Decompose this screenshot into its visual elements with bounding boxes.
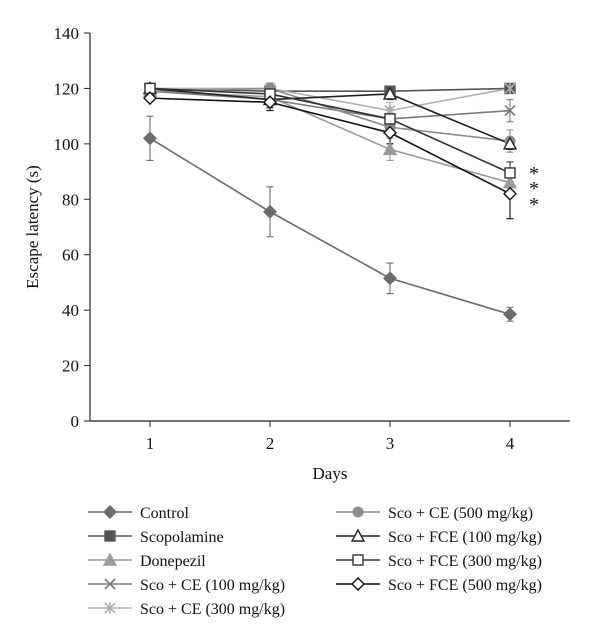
legend-marker-sco-fce-100-mg-kg bbox=[350, 528, 366, 542]
data-point-sco-ce-300-mg-kg bbox=[504, 82, 516, 95]
data-point-control bbox=[143, 131, 157, 146]
data-point-sco-fce-500-mg-kg bbox=[143, 91, 157, 106]
legend-label-sco-ce-500-mg-kg: Sco + CE (500 mg/kg) bbox=[388, 505, 533, 522]
legend-marker-sco-ce-100-mg-kg bbox=[104, 578, 116, 590]
legend-label-sco-ce-300-mg-kg: Sco + CE (300 mg/kg) bbox=[140, 601, 285, 618]
error-bars bbox=[146, 82, 514, 322]
y-tick-label: 100 bbox=[54, 135, 80, 154]
legend-marker-scopolamine bbox=[104, 530, 116, 542]
legend-marker-sco-fce-500-mg-kg bbox=[351, 577, 365, 591]
legend-label-sco-fce-300-mg-kg: Sco + FCE (300 mg/kg) bbox=[388, 553, 542, 570]
series-line-sco-ce-300-mg-kg bbox=[150, 87, 511, 112]
legend-marker-sco-ce-300-mg-kg bbox=[104, 602, 116, 614]
legend-label-sco-fce-100-mg-kg: Sco + FCE (100 mg/kg) bbox=[388, 529, 542, 546]
data-point-sco-fce-500-mg-kg bbox=[503, 186, 517, 201]
significance-marks: *** bbox=[529, 163, 539, 216]
x-tick-label: 3 bbox=[386, 434, 395, 453]
axes: 0 20 40 60 80 100 120 140 1 2 3 4 Days Escape latency… bbox=[23, 24, 570, 483]
legend-label-scopolamine: Scopolamine bbox=[140, 529, 224, 546]
legend-marker-sco-fce-300-mg-kg bbox=[352, 554, 364, 566]
series-line-control bbox=[149, 137, 511, 316]
y-axis-title: Escape latency (s) bbox=[23, 165, 42, 289]
significance-star: * bbox=[529, 163, 539, 185]
data-point-sco-fce-500-mg-kg bbox=[263, 95, 277, 110]
x-axis-title: Days bbox=[313, 464, 348, 483]
series-line-sco-ce-100-mg-kg bbox=[149, 90, 511, 120]
series-markers bbox=[142, 80, 518, 322]
data-point-donepezil bbox=[382, 141, 398, 156]
x-tick-label: 1 bbox=[146, 434, 155, 453]
legend: Control Scopolamine Donepezil Sco + CE (100… bbox=[88, 505, 542, 618]
y-tick-label: 40 bbox=[62, 301, 79, 320]
significance-star: * bbox=[529, 178, 539, 200]
y-tick-label: 120 bbox=[54, 79, 80, 98]
legend-marker-donepezil bbox=[102, 552, 118, 566]
data-point-sco-fce-500-mg-kg bbox=[383, 125, 397, 140]
series-line-sco-fce-100-mg-kg bbox=[149, 87, 511, 145]
data-point-control bbox=[383, 271, 397, 286]
legend-label-sco-ce-100-mg-kg: Sco + CE (100 mg/kg) bbox=[140, 577, 285, 594]
data-point-sco-ce-100-mg-kg bbox=[504, 105, 516, 117]
series-line-donepezil bbox=[149, 90, 511, 184]
x-tick-label: 2 bbox=[266, 434, 275, 453]
series-line-sco-fce-300-mg-kg bbox=[149, 87, 511, 174]
series-line-sco-fce-500-mg-kg bbox=[149, 97, 511, 195]
y-tick-label: 80 bbox=[62, 190, 79, 209]
data-point-sco-fce-100-mg-kg bbox=[502, 136, 518, 150]
y-tick-label: 140 bbox=[54, 24, 80, 43]
legend-label-control: Control bbox=[140, 505, 189, 522]
data-point-sco-fce-100-mg-kg bbox=[382, 86, 398, 100]
legend-marker-control bbox=[103, 505, 117, 519]
series-line-sco-ce-500-mg-kg bbox=[149, 87, 511, 142]
y-tick-label: 0 bbox=[71, 412, 80, 431]
legend-marker-sco-ce-500-mg-kg bbox=[352, 506, 364, 518]
y-tick-label: 60 bbox=[62, 246, 79, 265]
x-tick-label: 4 bbox=[506, 434, 515, 453]
series-lines bbox=[149, 87, 511, 316]
y-tick-label: 20 bbox=[62, 357, 79, 376]
data-point-sco-fce-300-mg-kg bbox=[384, 113, 396, 125]
data-point-control bbox=[263, 204, 277, 219]
data-point-sco-fce-300-mg-kg bbox=[504, 167, 516, 179]
significance-star: * bbox=[529, 194, 539, 216]
legend-label-donepezil: Donepezil bbox=[140, 553, 206, 570]
legend-label-sco-fce-500-mg-kg: Sco + FCE (500 mg/kg) bbox=[388, 577, 542, 594]
data-point-control bbox=[503, 307, 517, 322]
